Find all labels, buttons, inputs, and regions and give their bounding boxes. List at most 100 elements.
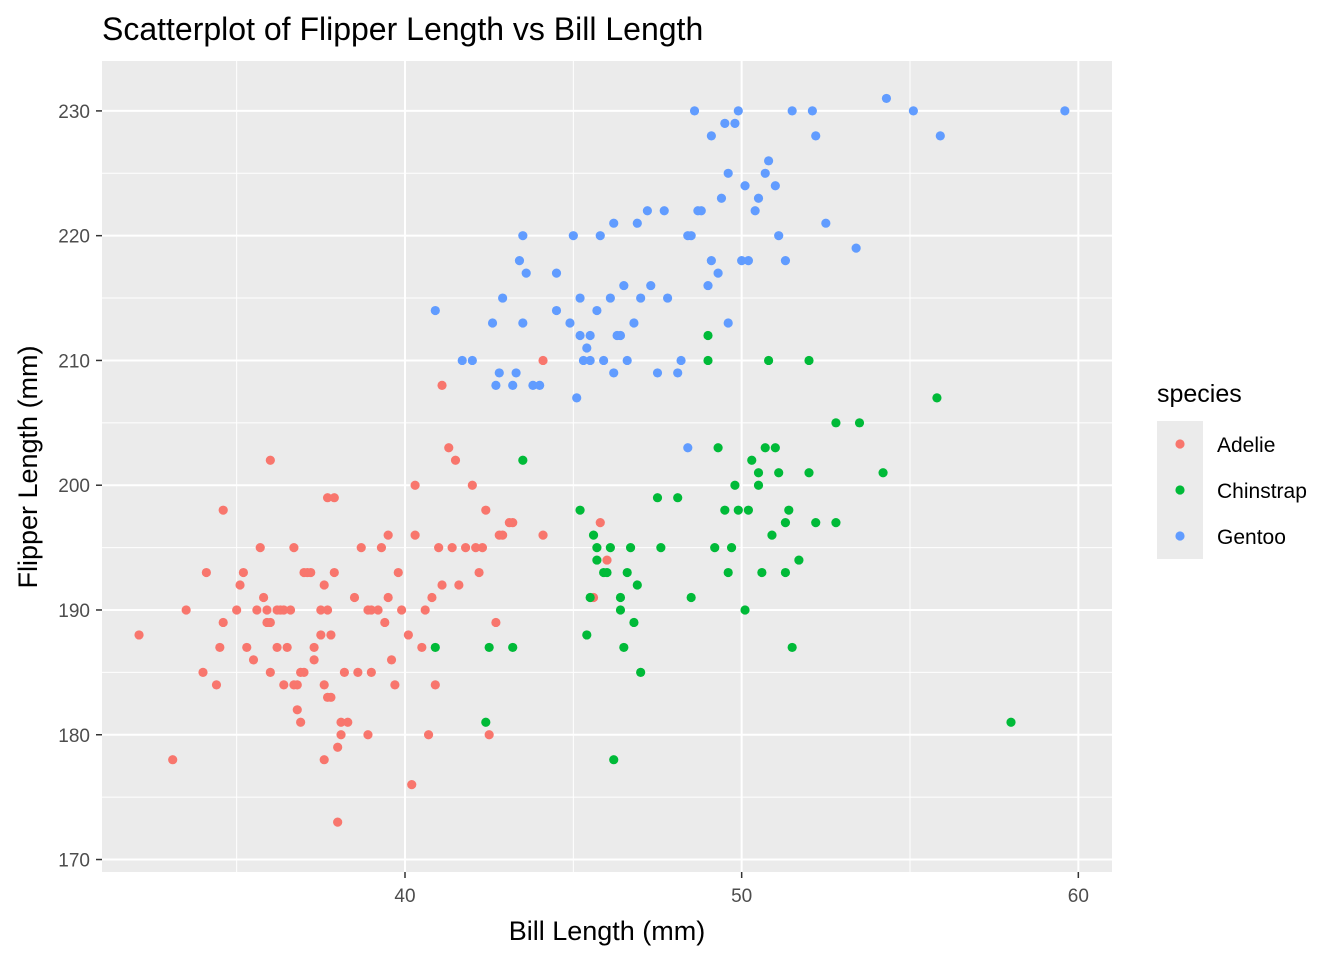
plot-panel	[102, 61, 1112, 872]
data-point-gentoo	[551, 305, 562, 316]
data-point-chinstrap	[753, 468, 764, 478]
data-point-chinstrap	[430, 642, 440, 653]
data-point-gentoo	[683, 443, 693, 453]
data-point-gentoo	[737, 256, 747, 266]
data-point-chinstrap	[629, 617, 639, 628]
data-point-adelie	[461, 543, 471, 553]
x-tick-label: 40	[394, 886, 415, 907]
data-point-gentoo	[663, 293, 673, 303]
data-point-gentoo	[730, 118, 740, 128]
data-point-adelie	[508, 518, 518, 528]
data-point-chinstrap	[760, 443, 770, 453]
data-point-adelie	[484, 730, 494, 740]
data-point-gentoo	[609, 218, 619, 228]
data-point-adelie	[373, 605, 383, 615]
data-point-adelie	[380, 617, 390, 628]
data-point-chinstrap	[854, 418, 865, 428]
data-point-gentoo	[689, 106, 700, 116]
data-point-gentoo	[720, 118, 730, 128]
data-point-gentoo	[599, 355, 609, 366]
data-point-gentoo	[881, 93, 892, 104]
data-point-adelie	[289, 543, 299, 553]
data-point-adelie	[319, 680, 329, 690]
data-point-adelie	[474, 567, 484, 578]
data-point-adelie	[168, 755, 178, 765]
data-point-gentoo	[753, 193, 764, 203]
data-point-chinstrap	[585, 592, 595, 603]
y-tick-label: 180	[58, 726, 90, 747]
data-point-gentoo	[636, 293, 646, 303]
y-tick-label: 210	[58, 351, 90, 372]
data-point-adelie	[407, 780, 417, 790]
data-point-chinstrap	[622, 567, 632, 578]
legend-label-adelie: Adelie	[1217, 434, 1275, 457]
data-point-adelie	[393, 567, 403, 578]
data-point-gentoo	[615, 330, 626, 341]
data-point-adelie	[201, 567, 211, 578]
data-point-chinstrap	[804, 468, 814, 478]
data-point-gentoo	[575, 293, 585, 303]
data-point-adelie	[430, 680, 440, 690]
data-point-chinstrap	[740, 605, 750, 615]
data-point-adelie	[417, 642, 427, 653]
data-point-chinstrap	[723, 567, 733, 578]
data-point-gentoo	[521, 268, 531, 278]
data-point-adelie	[265, 455, 275, 465]
data-point-chinstrap	[619, 642, 629, 653]
data-point-adelie	[447, 543, 457, 553]
data-point-chinstrap	[831, 418, 841, 428]
data-point-adelie	[272, 642, 282, 653]
data-point-adelie	[410, 480, 420, 490]
data-point-adelie	[292, 680, 302, 690]
data-point-gentoo	[551, 268, 562, 278]
data-point-adelie	[477, 543, 488, 553]
data-points	[134, 93, 1070, 827]
data-point-adelie	[232, 605, 242, 615]
data-point-adelie	[134, 630, 144, 640]
data-point-gentoo	[733, 106, 743, 116]
data-point-gentoo	[575, 330, 585, 341]
data-point-gentoo	[659, 206, 669, 216]
data-point-chinstrap	[757, 567, 767, 578]
data-point-chinstrap	[787, 642, 797, 653]
data-point-gentoo	[740, 181, 750, 191]
data-point-chinstrap	[767, 530, 777, 540]
x-tick-label: 60	[1068, 886, 1089, 907]
data-point-chinstrap	[625, 543, 636, 553]
data-point-chinstrap	[784, 505, 794, 515]
data-point-adelie	[259, 592, 269, 603]
data-point-adelie	[427, 592, 437, 603]
data-point-adelie	[296, 717, 306, 727]
data-point-adelie	[383, 530, 393, 540]
data-point-gentoo	[535, 380, 545, 390]
data-point-gentoo	[673, 368, 683, 378]
legend-label-gentoo: Gentoo	[1217, 526, 1286, 549]
data-point-adelie	[423, 730, 434, 740]
data-point-adelie	[356, 543, 366, 553]
data-point-chinstrap	[720, 505, 730, 515]
data-point-chinstrap	[592, 555, 602, 565]
data-point-adelie	[198, 667, 208, 677]
data-point-adelie	[333, 742, 343, 752]
data-point-gentoo	[572, 393, 582, 403]
data-point-gentoo	[908, 106, 918, 116]
data-point-chinstrap	[508, 642, 518, 653]
data-point-gentoo	[528, 380, 538, 390]
data-point-gentoo	[619, 280, 629, 291]
data-point-gentoo	[430, 305, 440, 316]
data-point-gentoo	[811, 131, 821, 141]
data-point-chinstrap	[656, 543, 666, 553]
data-point-gentoo	[723, 318, 733, 328]
data-point-chinstrap	[730, 480, 740, 490]
data-point-gentoo	[935, 131, 945, 141]
data-point-gentoo	[467, 355, 477, 366]
data-point-gentoo	[518, 231, 528, 241]
data-point-gentoo	[764, 156, 774, 166]
data-point-adelie	[450, 455, 461, 465]
legend: species Adelie Chinstrap Gentoo	[1157, 380, 1307, 559]
data-point-gentoo	[713, 268, 723, 278]
data-point-gentoo	[646, 280, 656, 291]
data-point-adelie	[363, 730, 373, 740]
data-point-gentoo	[706, 131, 716, 141]
